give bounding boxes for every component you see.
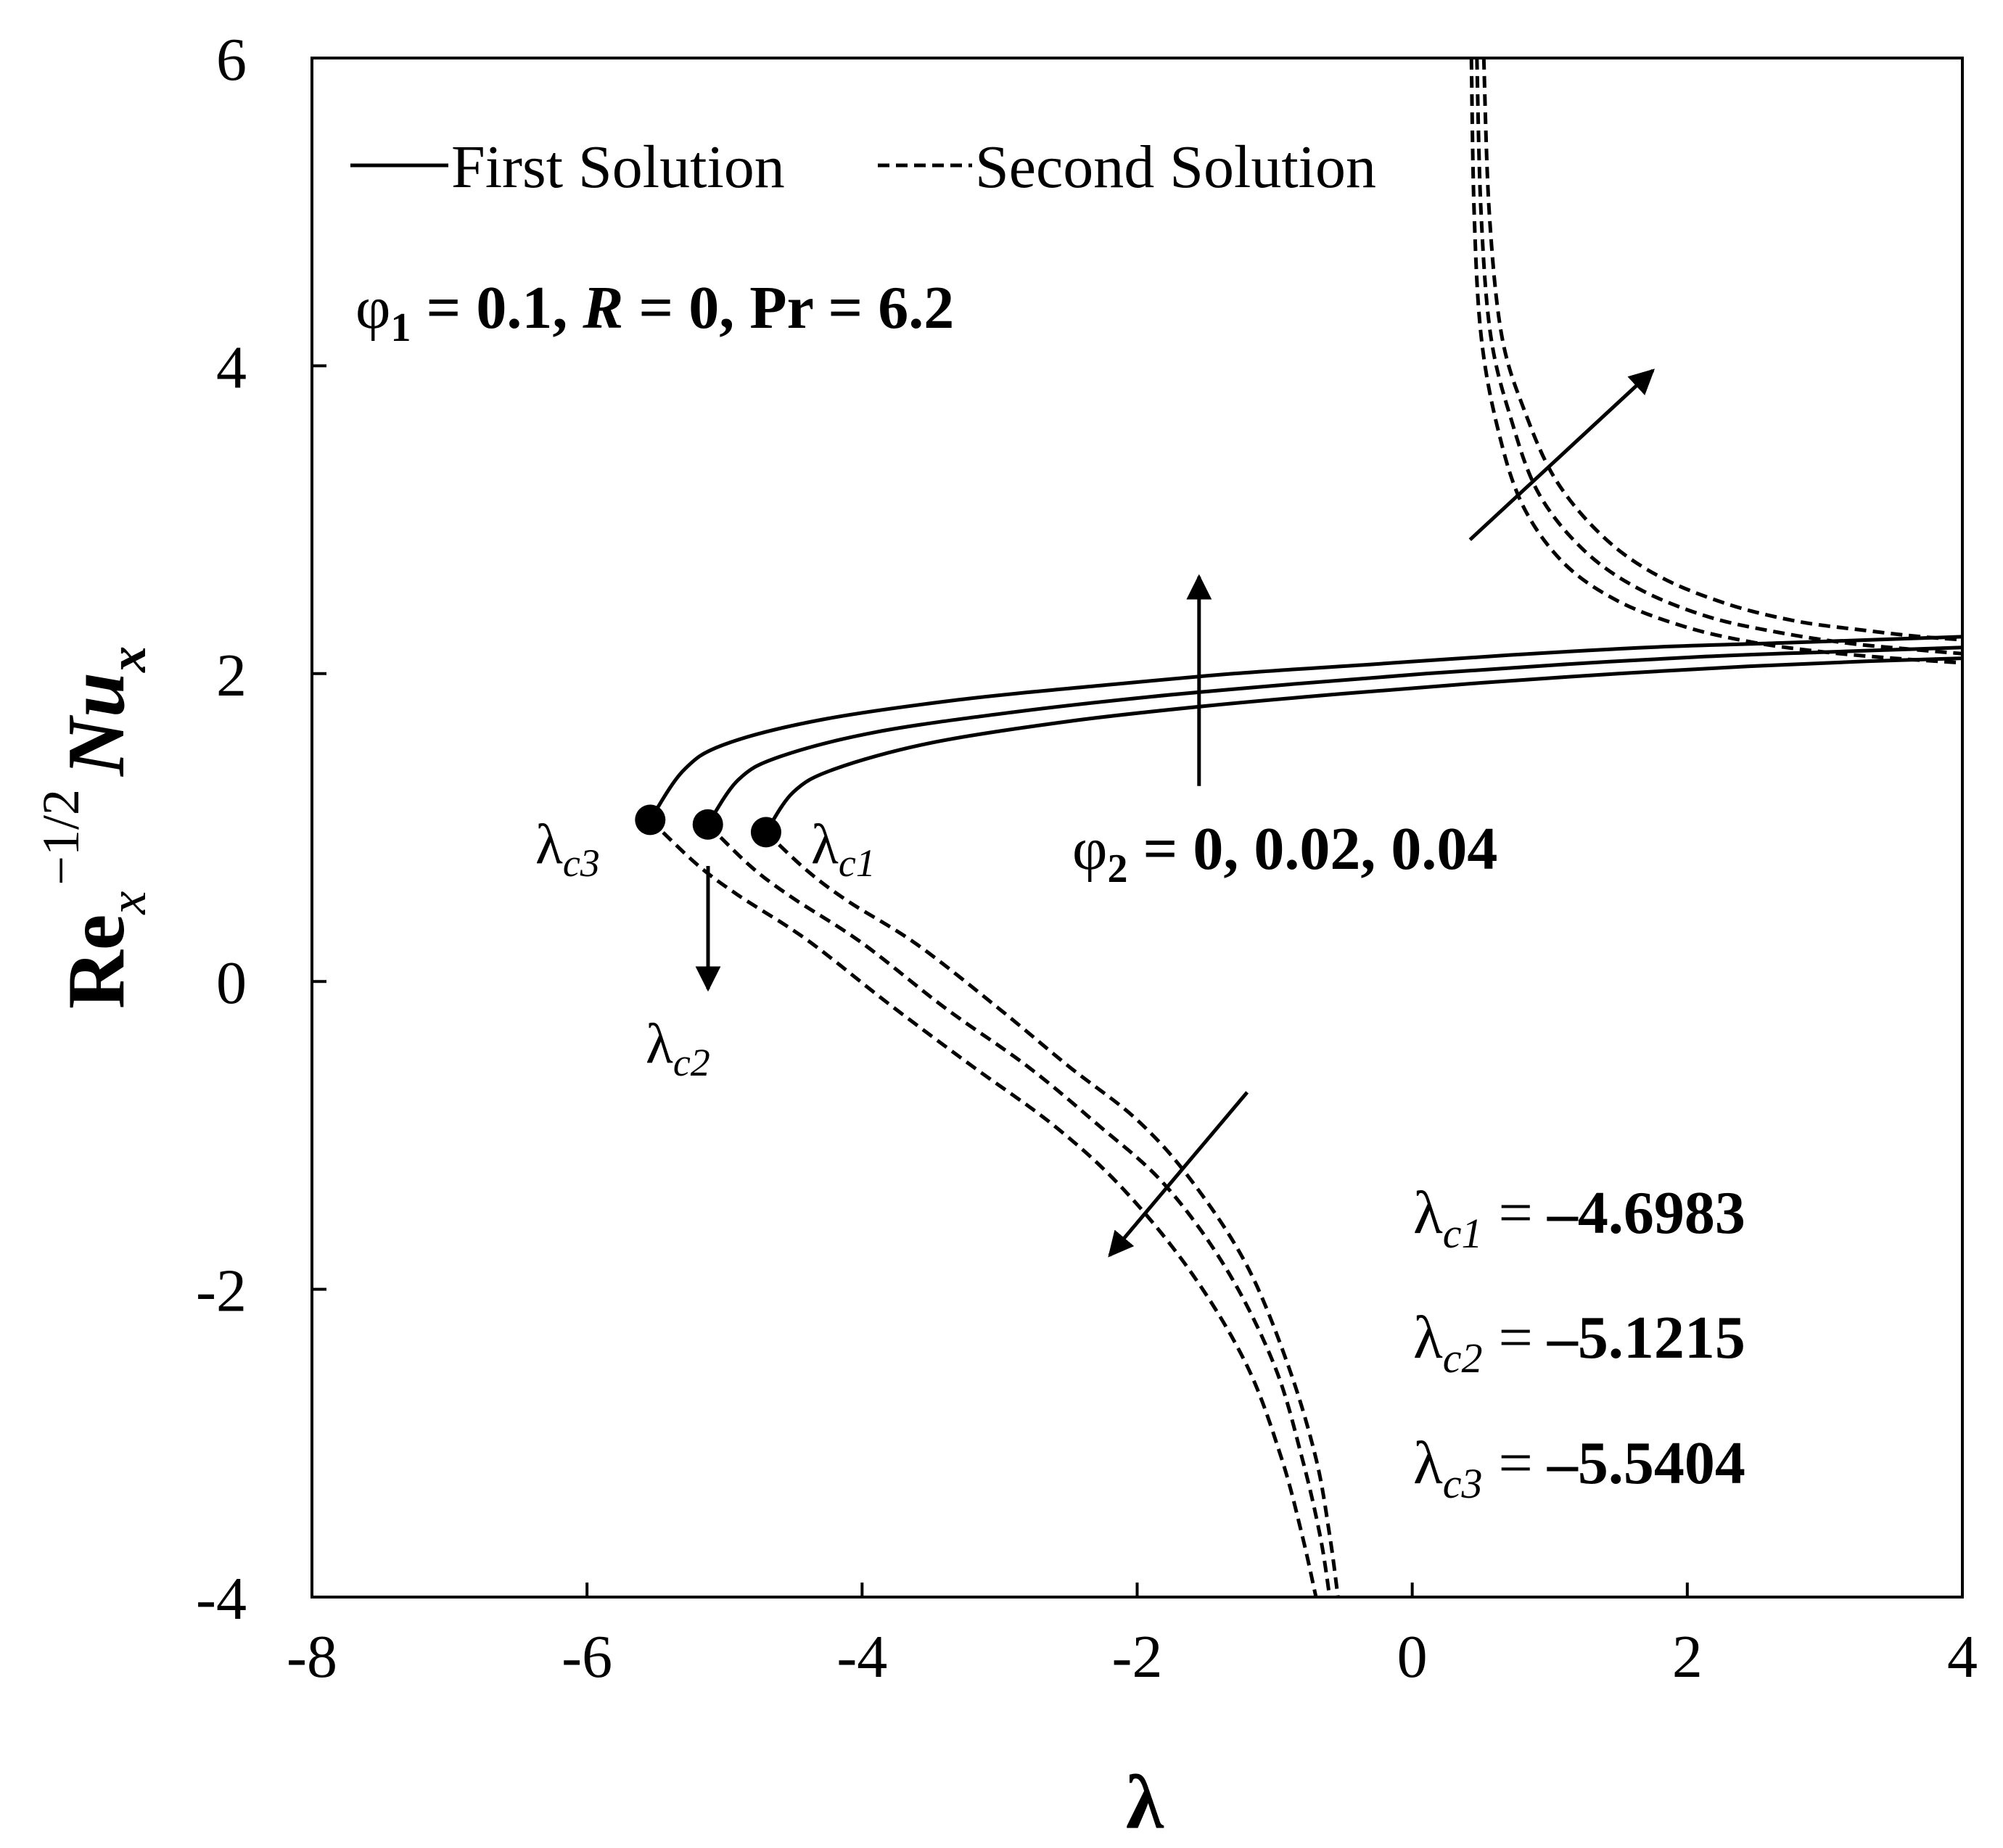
critical-label-c1: λc1: [811, 812, 876, 885]
x-tick-label: 2: [1672, 1623, 1703, 1691]
pr-symbol: Pr: [749, 274, 813, 342]
y-tick-label: 6: [216, 26, 247, 94]
y-tick-label: -4: [196, 1565, 247, 1633]
critical-point-c1: [750, 817, 781, 848]
cv2-value: –5.1215: [1547, 1304, 1745, 1371]
series-line-4-dashed: [765, 830, 1340, 1597]
critical-point-c2: [692, 809, 723, 840]
y-label-exponent: −1/2: [32, 789, 90, 886]
y-label-base: Re: [52, 915, 141, 1010]
phi2-symbol: φ: [1072, 815, 1107, 883]
critical-label-c3: λc3: [535, 812, 600, 885]
y-tick-label: 2: [216, 642, 247, 709]
pr-eq: =: [813, 274, 878, 342]
series-line-2-solid: [706, 645, 1962, 826]
series-layer: [649, 58, 1962, 1597]
cv2-lambda: λ: [1413, 1304, 1443, 1371]
phi2-values: 0, 0.02, 0.04: [1193, 815, 1497, 883]
legend-label-second: Second Solution: [975, 133, 1376, 201]
series-line-8-dashed: [1475, 58, 1962, 656]
arrow-layer: [695, 368, 1656, 1258]
sep-1: ,: [552, 274, 583, 342]
x-tick-label: -6: [562, 1623, 612, 1691]
r-eq: =: [623, 274, 688, 342]
cv1-sub: c1: [1443, 1210, 1483, 1257]
c1-lambda: λ: [811, 812, 839, 875]
y-axis-ticks: -4 -2 0 2 4 6: [196, 26, 326, 1633]
critical-value-c3: λc3 = –5.5404: [1413, 1430, 1745, 1507]
c3-sub: c3: [563, 841, 600, 885]
series-line-7-dashed: [1469, 58, 1962, 665]
svg-text:Rex−1/2Nux: Rex−1/2Nux: [32, 646, 157, 1009]
x-tick-label: 4: [1947, 1623, 1978, 1691]
x-axis-ticks: -8 -6 -4 -2 0 2 4: [287, 1583, 1978, 1691]
critical-values: λc1 = –4.6983 λc2 = –5.1215 λc3 = –5.5404: [1413, 1179, 1745, 1507]
x-tick-label: -2: [1112, 1623, 1163, 1691]
c3-lambda: λ: [535, 812, 563, 875]
x-tick-label: -4: [836, 1623, 887, 1691]
critical-value-c2: λc2 = –5.1215: [1413, 1304, 1745, 1382]
y-tick-label: 0: [216, 949, 247, 1017]
cv1-lambda: λ: [1413, 1179, 1443, 1247]
critical-value-c1: λc1 = –4.6983: [1413, 1179, 1745, 1257]
phi1-sub: 1: [390, 305, 411, 350]
x-tick-label: -8: [287, 1623, 337, 1691]
phi2-annotation: φ2 = 0, 0.02, 0.04: [1072, 815, 1497, 891]
legend: First Solution Second Solution: [350, 133, 1376, 201]
critical-label-c2: λc2: [646, 1012, 710, 1084]
trend-arrow-4: [1108, 1091, 1249, 1258]
cv2-sub: c2: [1443, 1335, 1483, 1382]
series-line-5-dashed: [706, 823, 1332, 1597]
cv3-value: –5.5404: [1547, 1430, 1745, 1497]
series-line-1-solid: [764, 656, 1962, 833]
cv3-lambda: λ: [1413, 1430, 1443, 1497]
y-tick-label: 4: [216, 334, 247, 401]
r-value: 0: [688, 274, 719, 342]
y-label-main: Nu: [52, 672, 141, 777]
critical-point-c3: [635, 804, 666, 836]
sep-2: ,: [719, 274, 749, 342]
series-line-6-dashed: [649, 818, 1318, 1597]
series-line-9-dashed: [1481, 58, 1962, 642]
cv1-eq: =: [1498, 1179, 1532, 1247]
cv2-eq: =: [1498, 1304, 1532, 1371]
series-line-3-solid: [649, 635, 1962, 821]
legend-label-first: First Solution: [451, 133, 785, 201]
y-label-main-sub: x: [99, 646, 157, 673]
c2-lambda: λ: [646, 1012, 673, 1075]
phi1-symbol: φ: [355, 274, 390, 342]
c2-sub: c2: [673, 1041, 710, 1084]
phi1-value: 0.1: [476, 274, 552, 342]
cv3-sub: c3: [1443, 1460, 1483, 1507]
trend-arrow-3: [1468, 368, 1656, 542]
parameters-annotation: φ1 = 0.1, R = 0, Pr = 6.2: [355, 274, 954, 350]
y-axis-label: Rex−1/2Nux: [32, 646, 157, 1009]
phi2-sub: 2: [1107, 846, 1127, 891]
cv1-value: –4.6983: [1547, 1179, 1745, 1247]
r-symbol: R: [582, 274, 623, 342]
y-label-base-sub: x: [99, 891, 157, 915]
c1-sub: c1: [839, 841, 876, 885]
cv3-eq: =: [1498, 1430, 1532, 1497]
phi2-eq: =: [1127, 815, 1193, 883]
x-axis-label: λ: [1126, 1760, 1164, 1844]
phi1-eq: =: [411, 274, 476, 342]
critical-points: [635, 804, 781, 848]
y-tick-label: -2: [196, 1258, 247, 1325]
x-tick-label: 0: [1397, 1623, 1428, 1691]
pr-value: 6.2: [878, 274, 954, 342]
